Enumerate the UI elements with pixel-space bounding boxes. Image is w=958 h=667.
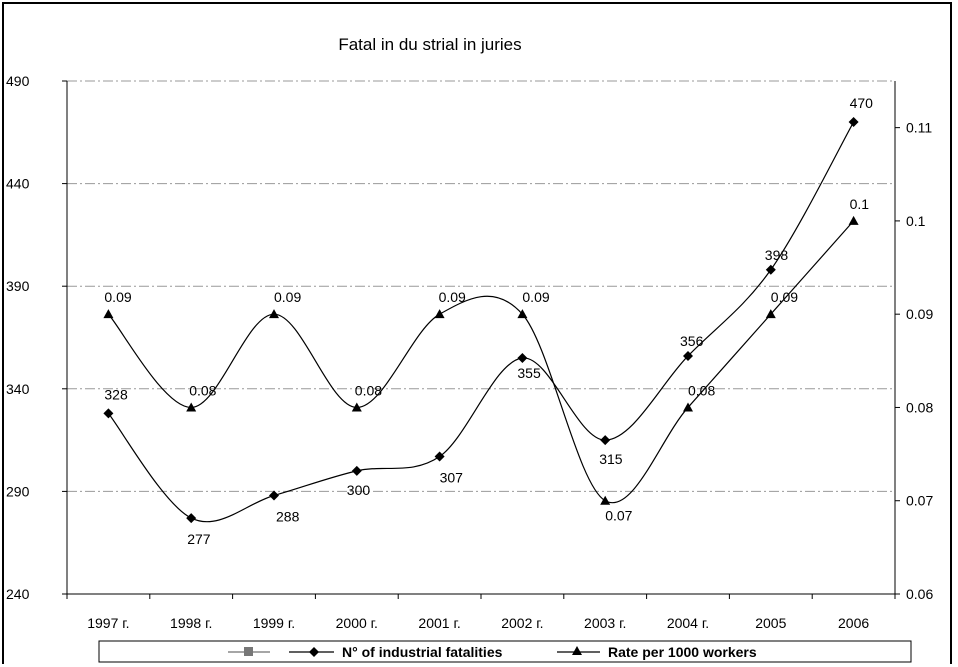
- legend: N° of industrial fatalities Rate per 1000…: [98, 640, 912, 663]
- triangle-marker: [269, 309, 279, 319]
- series-rate: [103, 215, 859, 505]
- data-label: 0.09: [522, 289, 549, 305]
- data-label: 0.09: [771, 289, 798, 305]
- triangle-marker: [517, 309, 528, 319]
- x-tick-label: 1999 г.: [253, 615, 295, 631]
- triangle-marker: [434, 309, 445, 319]
- data-label: 356: [680, 333, 704, 349]
- data-label: 0.09: [104, 289, 131, 305]
- data-label: 470: [850, 95, 874, 111]
- data-label: 0.09: [274, 289, 301, 305]
- x-tick-label: 2006: [838, 615, 869, 631]
- triangle-marker: [600, 495, 611, 505]
- diamond-marker: [309, 647, 319, 657]
- x-tick-label: 2004 г.: [667, 615, 709, 631]
- legend-label: Rate per 1000 workers: [608, 644, 757, 660]
- legend-entry: [228, 647, 270, 656]
- data-label: 355: [517, 365, 541, 381]
- y-right-tick-label: 0.06: [906, 586, 933, 602]
- diamond-marker: [434, 451, 445, 462]
- x-tick-label: 2005: [755, 615, 786, 631]
- data-label: 288: [276, 509, 300, 525]
- y-left-tick-label: 440: [6, 176, 30, 192]
- diamond-marker: [848, 117, 859, 128]
- data-label: 0.08: [688, 382, 715, 398]
- data-labels: 328 277 288 300 307 355 315 356 398 470 0.09 0.08 0.…: [104, 95, 873, 547]
- axes: 240 290 340 390 440 490 0.06 0.07 0.08 0.09 0.1 0.1…: [6, 73, 933, 631]
- legend-entry: N° of industrial fatalities: [289, 644, 503, 660]
- x-tick-label: 2002 г.: [501, 615, 543, 631]
- y-left-tick-label: 490: [6, 73, 30, 89]
- diamond-marker: [517, 353, 528, 364]
- x-tick-label: 1997 г.: [87, 615, 129, 631]
- diamond-marker: [269, 490, 279, 501]
- y-right-tick-label: 0.09: [906, 306, 933, 322]
- triangle-marker: [351, 402, 362, 412]
- triangle-marker: [683, 402, 693, 412]
- x-tick-label: 2001 г.: [418, 615, 460, 631]
- triangle-marker: [572, 646, 582, 655]
- y-left-tick-label: 340: [6, 381, 30, 397]
- y-right-tick-label: 0.1: [906, 213, 926, 229]
- series-layer: [103, 117, 859, 524]
- series-fatalities: [103, 117, 859, 524]
- data-label: 307: [440, 470, 464, 486]
- data-label: 315: [599, 451, 623, 467]
- diamond-marker: [765, 264, 776, 275]
- diamond-marker: [351, 465, 362, 476]
- y-right-tick-label: 0.11: [906, 120, 932, 136]
- y-left-tick-label: 240: [6, 586, 30, 602]
- x-tick-label: 1998 г.: [170, 615, 212, 631]
- legend-box: [98, 640, 912, 663]
- y-right-tick-label: 0.08: [906, 399, 933, 415]
- data-label: 398: [765, 247, 789, 263]
- y-left-tick-label: 290: [6, 483, 30, 499]
- chart-title: Fatal in du strial in juries: [338, 35, 521, 54]
- diamond-marker: [683, 350, 693, 361]
- x-tick-label: 2000 г.: [336, 615, 378, 631]
- diamond-marker: [103, 408, 114, 419]
- x-tick-label: 2003 г.: [584, 615, 626, 631]
- y-left-tick-label: 390: [6, 278, 30, 294]
- data-label: 277: [187, 531, 211, 547]
- square-marker: [244, 647, 253, 656]
- data-label: 0.1: [850, 196, 870, 212]
- triangle-marker: [103, 309, 114, 319]
- data-label: 0.09: [439, 289, 466, 305]
- data-label: 328: [104, 386, 128, 402]
- data-label: 300: [347, 482, 371, 498]
- series-line: [107, 220, 855, 504]
- y-right-tick-label: 0.07: [906, 493, 933, 509]
- data-label: 0.07: [605, 508, 632, 524]
- triangle-marker: [765, 309, 776, 319]
- triangle-marker: [186, 402, 197, 412]
- series-line: [107, 121, 855, 523]
- gridlines: [67, 80, 895, 492]
- legend-entry: Rate per 1000 workers: [557, 644, 757, 660]
- data-label: 0.08: [189, 382, 216, 398]
- triangle-marker: [848, 215, 859, 225]
- legend-label: N° of industrial fatalities: [342, 644, 503, 660]
- data-label: 0.08: [355, 382, 382, 398]
- diamond-marker: [600, 435, 611, 446]
- diamond-marker: [186, 513, 197, 524]
